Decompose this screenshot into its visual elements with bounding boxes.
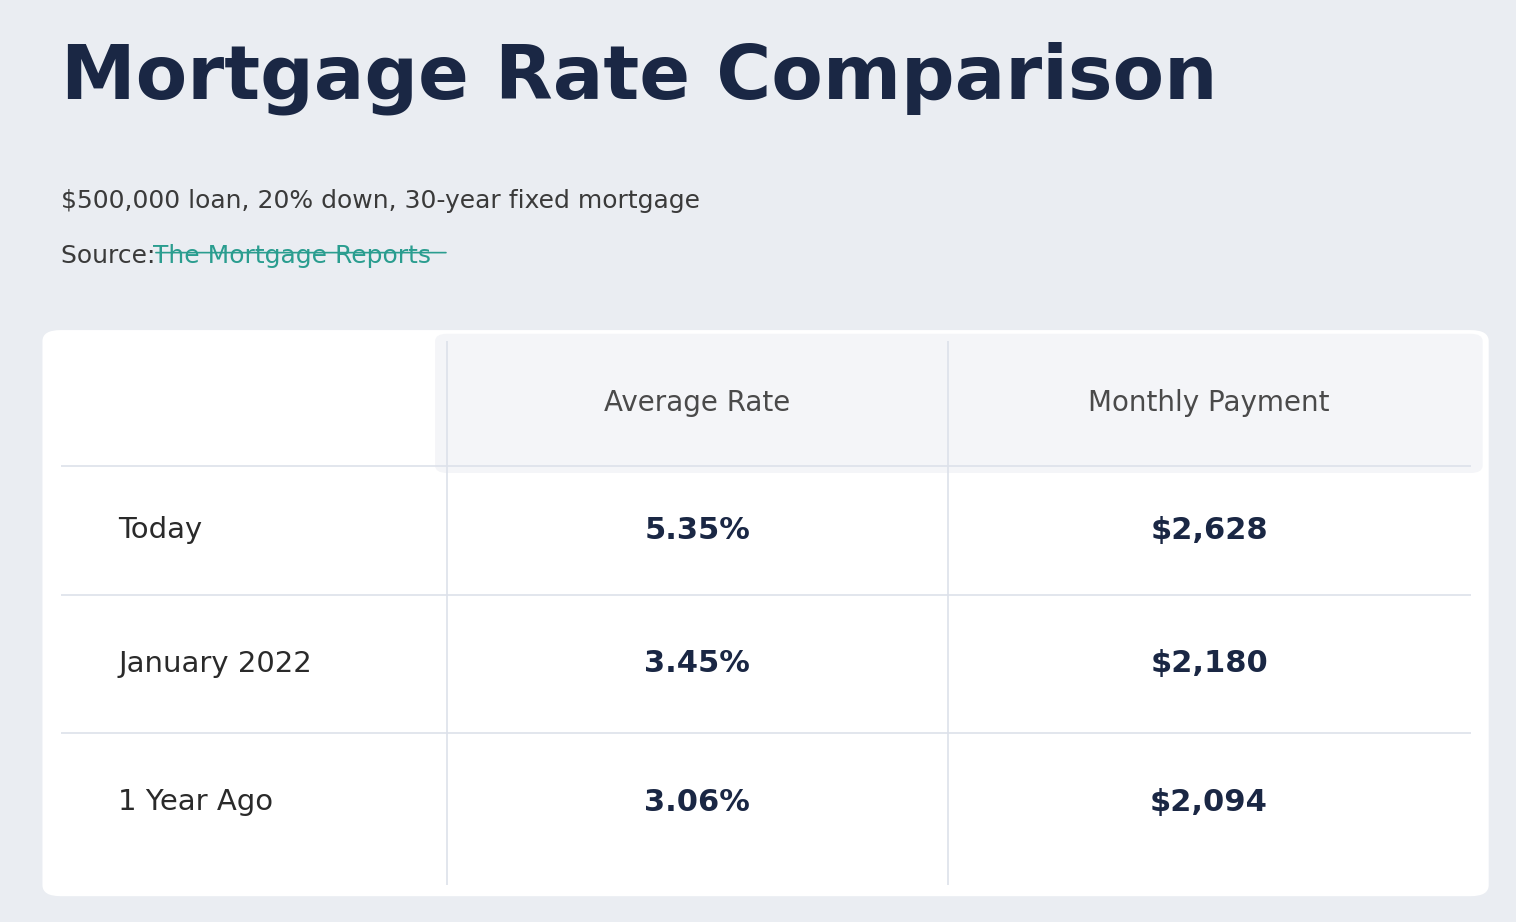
- Text: 5.35%: 5.35%: [644, 515, 750, 545]
- Text: 1 Year Ago: 1 Year Ago: [118, 788, 273, 816]
- Text: $2,180: $2,180: [1151, 649, 1267, 679]
- Text: Mortgage Rate Comparison: Mortgage Rate Comparison: [61, 41, 1217, 115]
- Text: The Mortgage Reports: The Mortgage Reports: [153, 244, 431, 268]
- Text: $2,628: $2,628: [1151, 515, 1267, 545]
- Text: $2,094: $2,094: [1151, 787, 1267, 817]
- Text: Today: Today: [118, 516, 203, 544]
- Text: 3.45%: 3.45%: [644, 649, 750, 679]
- Text: $500,000 loan, 20% down, 30-year fixed mortgage: $500,000 loan, 20% down, 30-year fixed m…: [61, 189, 700, 213]
- Text: Average Rate: Average Rate: [605, 389, 790, 418]
- FancyBboxPatch shape: [42, 330, 1489, 896]
- Text: Source:: Source:: [61, 244, 164, 268]
- FancyBboxPatch shape: [435, 334, 1483, 473]
- Text: 3.06%: 3.06%: [644, 787, 750, 817]
- Text: Monthly Payment: Monthly Payment: [1088, 389, 1330, 418]
- Text: January 2022: January 2022: [118, 650, 312, 678]
